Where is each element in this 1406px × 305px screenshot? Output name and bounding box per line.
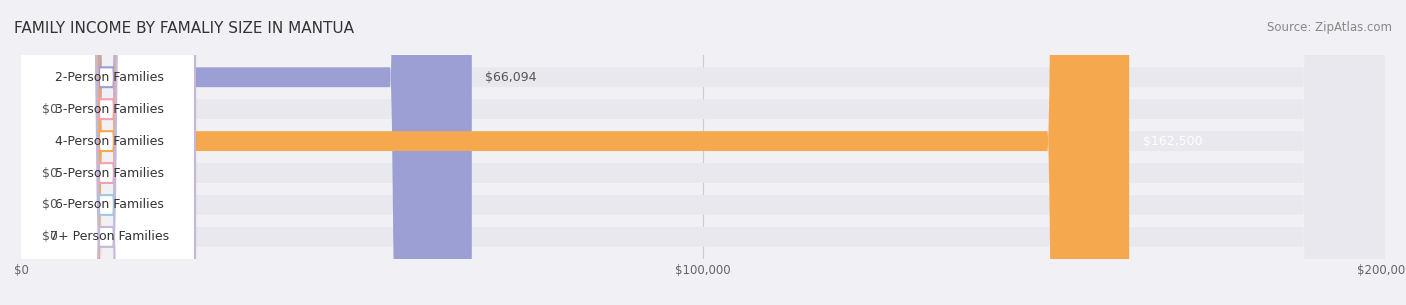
Text: 2-Person Families: 2-Person Families [55, 71, 165, 84]
FancyBboxPatch shape [18, 0, 195, 305]
Text: FAMILY INCOME BY FAMALIY SIZE IN MANTUA: FAMILY INCOME BY FAMALIY SIZE IN MANTUA [14, 21, 354, 36]
Text: $66,094: $66,094 [485, 71, 537, 84]
FancyBboxPatch shape [18, 0, 195, 305]
Text: 7+ Person Families: 7+ Person Families [51, 230, 169, 243]
Text: $0: $0 [42, 103, 58, 116]
Text: $0: $0 [42, 167, 58, 180]
Text: $0: $0 [42, 199, 58, 211]
FancyBboxPatch shape [18, 0, 195, 305]
Text: $162,500: $162,500 [1143, 135, 1202, 148]
Text: $0: $0 [42, 230, 58, 243]
FancyBboxPatch shape [21, 0, 1385, 305]
FancyBboxPatch shape [21, 0, 1129, 305]
FancyBboxPatch shape [21, 0, 1385, 305]
FancyBboxPatch shape [21, 0, 1385, 305]
Text: 3-Person Families: 3-Person Families [55, 103, 165, 116]
FancyBboxPatch shape [21, 0, 1385, 305]
FancyBboxPatch shape [21, 0, 1385, 305]
Text: 6-Person Families: 6-Person Families [55, 199, 165, 211]
FancyBboxPatch shape [21, 0, 1385, 305]
FancyBboxPatch shape [18, 0, 195, 305]
FancyBboxPatch shape [18, 0, 195, 305]
Text: 5-Person Families: 5-Person Families [55, 167, 165, 180]
Text: Source: ZipAtlas.com: Source: ZipAtlas.com [1267, 21, 1392, 34]
FancyBboxPatch shape [18, 0, 195, 305]
Text: 4-Person Families: 4-Person Families [55, 135, 165, 148]
FancyBboxPatch shape [21, 0, 472, 305]
